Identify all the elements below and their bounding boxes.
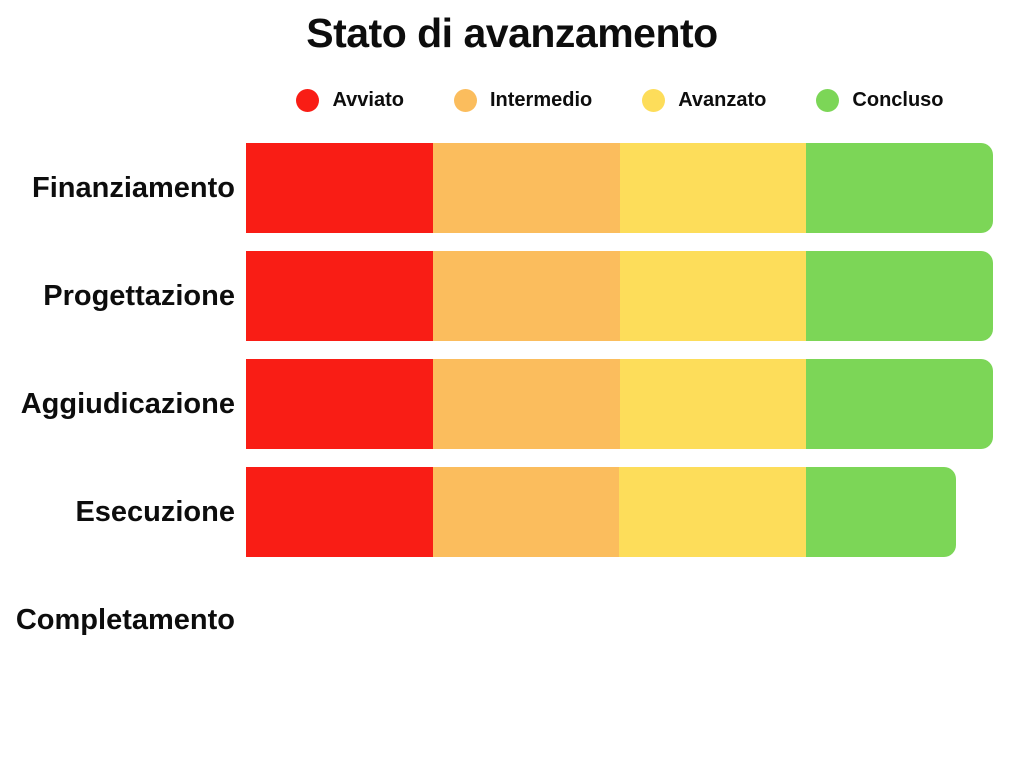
bar-segment-aggiudicazione-concluso — [806, 359, 993, 449]
category-label-finanziamento: Finanziamento — [31, 171, 235, 204]
bar-segment-esecuzione-avanzato — [619, 467, 807, 557]
stacked-bar-finanziamento — [246, 143, 993, 233]
bar-segment-aggiudicazione-avanzato — [619, 359, 807, 449]
bar-segment-finanziamento-avviato — [246, 143, 433, 233]
chart-row-finanziamento: Finanziamento — [0, 143, 1024, 233]
legend-swatch-avviato — [296, 88, 320, 112]
chart-rows: Finanziamento Progettazione Aggiudicazione… — [0, 143, 1024, 683]
legend-item-intermedio: Intermedio — [453, 88, 593, 112]
category-label-completamento: Completamento — [15, 603, 235, 636]
legend-label-concluso: Concluso — [852, 88, 944, 111]
chart-title: Stato di avanzamento — [306, 10, 718, 56]
legend-item-concluso: Concluso — [816, 88, 944, 112]
legend-label-avanzato: Avanzato — [678, 88, 767, 111]
bar-segment-esecuzione-intermedio — [432, 467, 620, 557]
legend-swatch-avanzato — [642, 88, 666, 112]
category-label-esecuzione: Esecuzione — [75, 495, 235, 528]
legend-label-avviato: Avviato — [332, 88, 404, 111]
bar-segment-esecuzione-concluso — [806, 467, 956, 557]
bar-segment-esecuzione-avviato — [246, 467, 433, 557]
chart-row-completamento: Completamento — [0, 575, 1024, 665]
legend-label-intermedio: Intermedio — [489, 88, 593, 111]
legend-item-avanzato: Avanzato — [642, 88, 767, 112]
stacked-bar-progettazione — [246, 251, 993, 341]
chart-legend: Avviato Intermedio Avanzato Concluso — [246, 85, 994, 115]
legend-swatch-concluso — [816, 88, 840, 112]
bar-segment-finanziamento-intermedio — [432, 143, 620, 233]
category-label-aggiudicazione: Aggiudicazione — [20, 387, 235, 420]
bar-segment-aggiudicazione-avviato — [246, 359, 433, 449]
chart-row-progettazione: Progettazione — [0, 251, 1024, 341]
legend-item-avviato: Avviato — [296, 88, 404, 112]
bar-segment-aggiudicazione-intermedio — [432, 359, 620, 449]
bar-segment-progettazione-intermedio — [432, 251, 620, 341]
bar-segment-progettazione-avviato — [246, 251, 433, 341]
chart-row-aggiudicazione: Aggiudicazione — [0, 359, 1024, 449]
legend-swatch-intermedio — [453, 88, 477, 112]
bar-segment-progettazione-avanzato — [619, 251, 807, 341]
category-label-progettazione: Progettazione — [43, 279, 235, 312]
bar-segment-finanziamento-avanzato — [619, 143, 807, 233]
bar-segment-progettazione-concluso — [806, 251, 993, 341]
bar-segment-finanziamento-concluso — [806, 143, 993, 233]
chart-row-esecuzione: Esecuzione — [0, 467, 1024, 557]
stacked-bar-aggiudicazione — [246, 359, 993, 449]
stacked-bar-esecuzione — [246, 467, 956, 557]
